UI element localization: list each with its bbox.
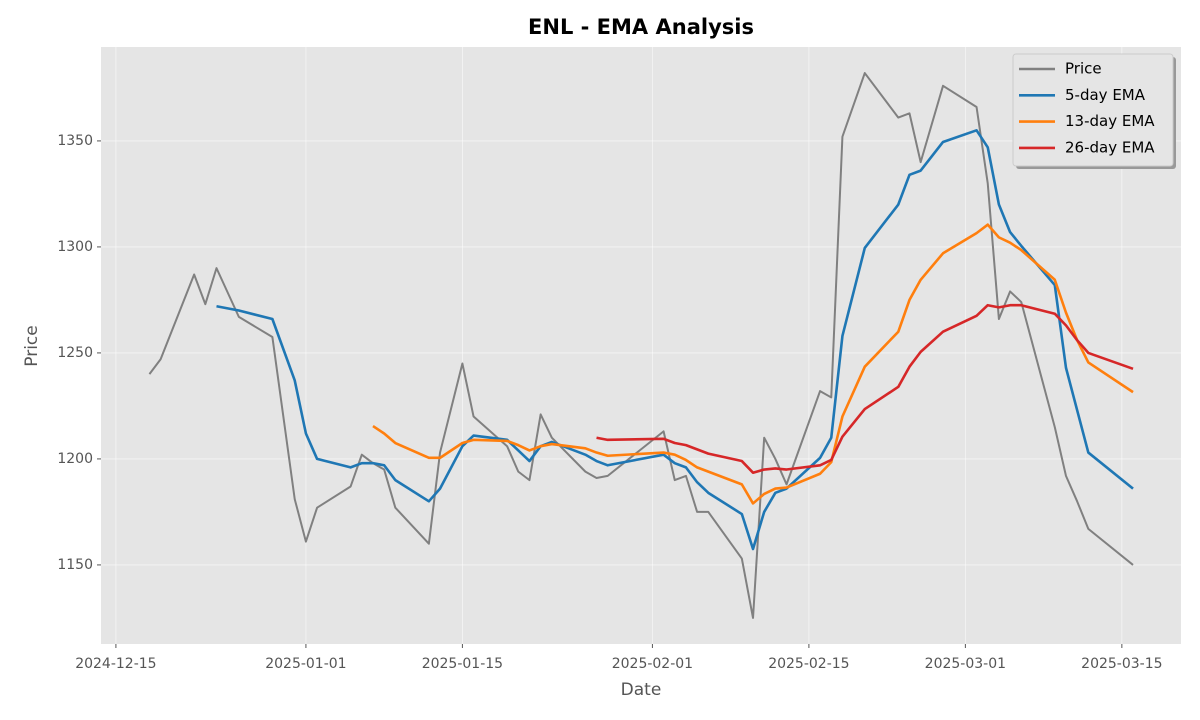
x-tick-label: 2025-03-01 xyxy=(925,656,1006,672)
series-line xyxy=(596,303,1134,474)
legend-label: 26-day EMA xyxy=(1065,138,1155,156)
legend-frame xyxy=(1012,53,1174,167)
y-tick-label: 1300 xyxy=(57,239,93,255)
x-tick-label: 2025-02-15 xyxy=(768,656,849,672)
legend-label: 5-day EMA xyxy=(1065,86,1146,104)
lines xyxy=(148,72,1134,619)
x-axis-label: Date xyxy=(621,680,662,700)
x-tick-label: 2024-12-15 xyxy=(75,656,156,672)
legend-label: 13-day EMA xyxy=(1065,112,1155,130)
x-tick-label: 2025-01-15 xyxy=(422,656,503,672)
grid: 1150 1200 1250 1300 1350 2024-12-15 2025-01-01… xyxy=(57,47,1181,672)
series-line xyxy=(372,223,1134,505)
x-tick-label: 2025-02-01 xyxy=(612,656,693,672)
series-line xyxy=(216,129,1134,551)
y-tick-label: 1350 xyxy=(57,133,93,149)
y-tick-label: 1200 xyxy=(57,451,93,467)
x-tick-label: 2025-01-01 xyxy=(265,656,346,672)
legend: Price 5-day EMA 13-day EMA 26-day EMA xyxy=(1012,53,1176,169)
y-tick-label: 1250 xyxy=(57,345,93,361)
y-tick-label: 1150 xyxy=(57,557,93,573)
chart-title: ENL - EMA Analysis xyxy=(528,15,754,39)
legend-label: Price xyxy=(1065,60,1102,78)
x-tick-label: 2025-03-15 xyxy=(1081,656,1162,672)
series-line xyxy=(148,72,1134,619)
y-axis-label: Price xyxy=(22,325,42,366)
